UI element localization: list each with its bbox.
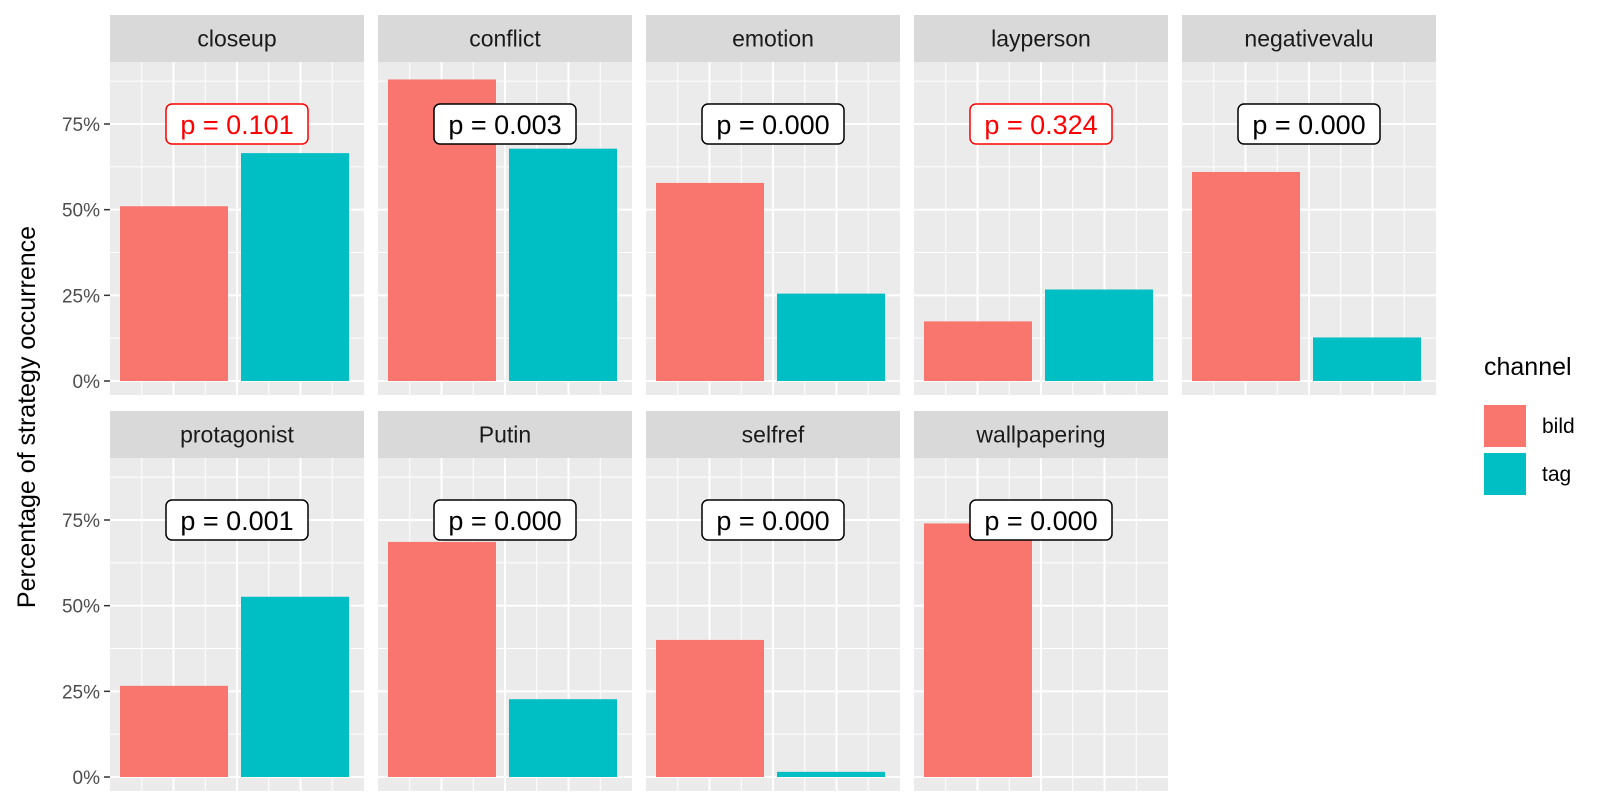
p-value-box [969, 103, 1113, 145]
p-value-box [701, 103, 845, 145]
facet-closeup: closeup p = 0.101 [110, 15, 364, 395]
p-value-box [701, 499, 845, 541]
p-value-box [165, 103, 309, 145]
facet-strip-label: selfref [742, 422, 805, 448]
facet-conflict: conflict p = 0.003 [378, 15, 632, 395]
facet-strip-label: emotion [732, 26, 814, 52]
p-value-box [1237, 103, 1381, 145]
bar-tag [1313, 337, 1421, 381]
p-value-label: p = 0.324 [984, 110, 1097, 140]
facet-strip [646, 15, 900, 62]
p-value-label: p = 0.003 [448, 110, 561, 140]
bar-tag [777, 293, 885, 381]
bar-bild [120, 206, 228, 381]
y-tick-label: 0% [73, 372, 101, 393]
p-value-label: p = 0.101 [180, 110, 293, 140]
bar-bild [656, 639, 764, 777]
facet-strip-label: layperson [991, 26, 1091, 52]
bar-bild [924, 523, 1032, 777]
y-axis-label: Percentage of strategy occurrence [13, 226, 41, 608]
p-value-label: p = 0.000 [1252, 110, 1365, 140]
y-axis: 0% 25% 50% 75% [62, 115, 110, 393]
p-value-box [433, 499, 577, 541]
facet-panels: closeup p = 0.101 conflict p = 0.003 emotion… [110, 15, 1436, 791]
bar-tag [241, 596, 349, 777]
facet-strip-label: conflict [469, 26, 541, 52]
facet-strip-label: wallpapering [975, 422, 1105, 448]
bar-tag [241, 153, 349, 381]
y-tick-label: 25% [62, 682, 100, 703]
facet-negativevalu: negativevalu p = 0.000 [1182, 15, 1436, 395]
p-value-box [433, 103, 577, 145]
p-value-box [165, 499, 309, 541]
facet-selfref: selfref p = 0.000 [646, 411, 900, 791]
facet-strip [110, 15, 364, 62]
bar-tag [1045, 289, 1153, 381]
bar-tag [509, 699, 617, 777]
y-tick-label: 50% [62, 597, 100, 618]
facet-strip [1182, 15, 1436, 62]
bar-bild [924, 321, 1032, 381]
p-value-label: p = 0.000 [448, 506, 561, 536]
facet-strip [378, 411, 632, 458]
legend-label-tag: tag [1542, 463, 1571, 486]
p-value-label: p = 0.000 [984, 506, 1097, 536]
bar-bild [388, 541, 496, 777]
facet-protagonist: protagonist p = 0.001 [110, 411, 364, 791]
facet-strip-label: negativevalu [1244, 26, 1373, 52]
facet-strip-label: Putin [479, 422, 531, 448]
facet-strip [914, 411, 1168, 458]
legend-key-bild [1484, 405, 1526, 447]
y-tick-label: 75% [62, 511, 100, 532]
p-value-label: p = 0.000 [716, 110, 829, 140]
legend-title: channel [1484, 353, 1572, 381]
facet-wallpapering: wallpapering p = 0.000 [914, 411, 1168, 791]
facet-emotion: emotion p = 0.000 [646, 15, 900, 395]
bar-bild [120, 685, 228, 777]
facet-strip [378, 15, 632, 62]
p-value-label: p = 0.000 [716, 506, 829, 536]
y-tick-label: 75% [62, 115, 100, 136]
y-axis: 0% 25% 50% 75% [62, 511, 110, 789]
facet-strip [914, 15, 1168, 62]
bar-bild [656, 182, 764, 381]
legend: channel bild tag [1484, 353, 1575, 495]
facet-strip-label: protagonist [180, 422, 294, 448]
facet-strip [646, 411, 900, 458]
bar-tag [777, 771, 885, 777]
y-tick-label: 50% [62, 201, 100, 222]
legend-key-tag [1484, 453, 1526, 495]
y-axes: 0% 25% 50% 75% 0% 25% 50% 75% [62, 115, 110, 789]
y-tick-label: 25% [62, 286, 100, 307]
facet-Putin: Putin p = 0.000 [378, 411, 632, 791]
bar-bild [1192, 171, 1300, 381]
facet-layperson: layperson p = 0.324 [914, 15, 1168, 395]
p-value-label: p = 0.001 [180, 506, 293, 536]
bar-tag [509, 148, 617, 381]
p-value-box [969, 499, 1113, 541]
y-tick-label: 0% [73, 768, 101, 789]
facet-strip [110, 411, 364, 458]
facet-strip-label: closeup [197, 26, 276, 52]
legend-label-bild: bild [1542, 415, 1575, 438]
